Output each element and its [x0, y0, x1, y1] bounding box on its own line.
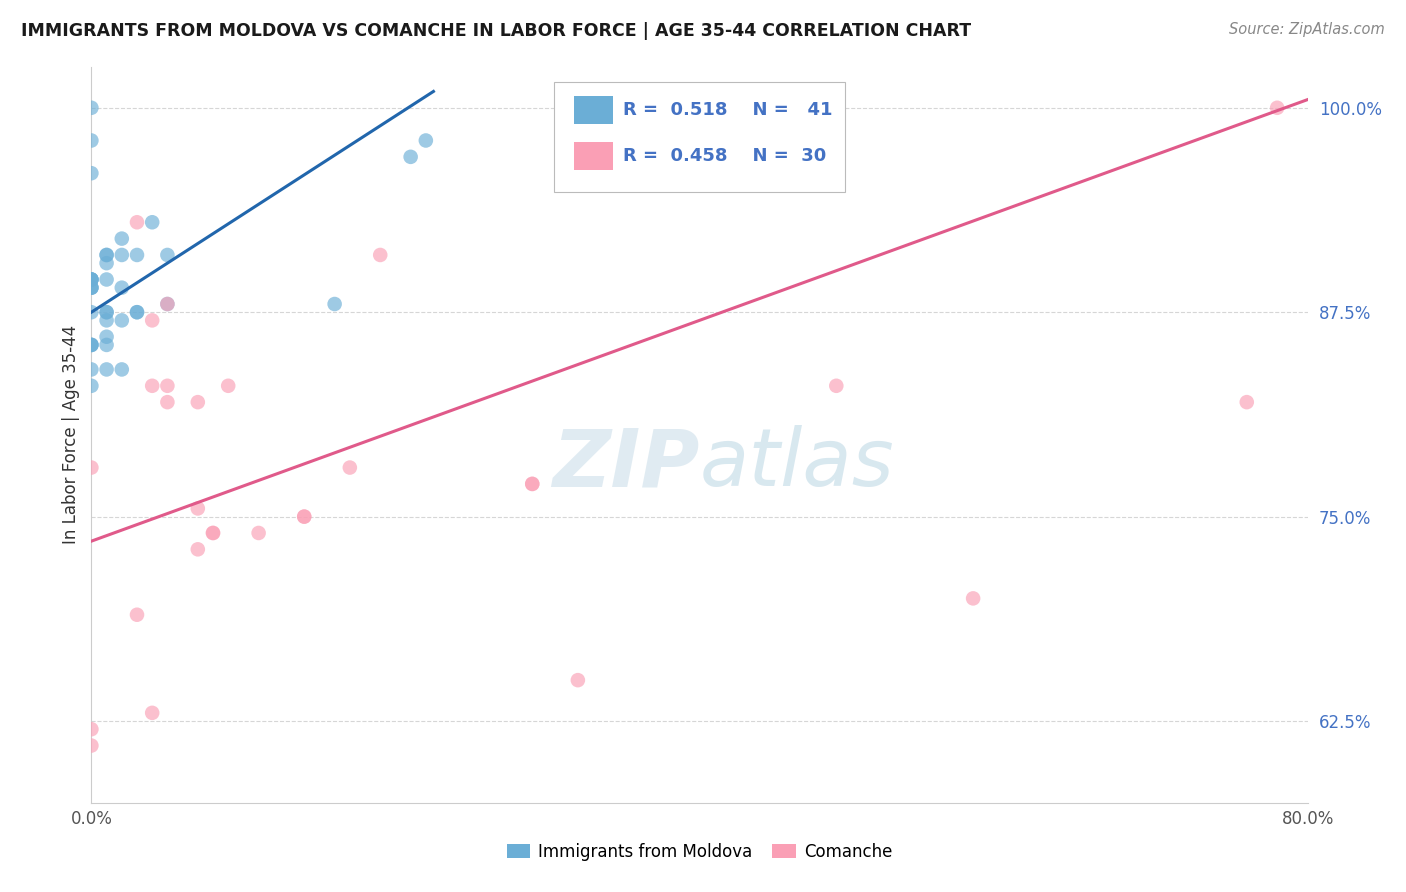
Point — [187, 501, 209, 516]
Point — [80, 305, 103, 319]
Point — [96, 305, 118, 319]
Point — [962, 591, 984, 606]
Point — [217, 378, 239, 392]
Point — [111, 313, 134, 327]
Point — [156, 378, 179, 392]
Point — [125, 215, 148, 229]
Bar — [574, 95, 613, 124]
Point — [111, 231, 134, 245]
Point — [339, 460, 361, 475]
Legend: Immigrants from Moldova, Comanche: Immigrants from Moldova, Comanche — [506, 843, 893, 861]
Point — [80, 280, 103, 294]
Point — [368, 248, 391, 262]
Point — [111, 248, 134, 262]
Text: Source: ZipAtlas.com: Source: ZipAtlas.com — [1229, 22, 1385, 37]
Text: R =  0.458    N =  30: R = 0.458 N = 30 — [623, 147, 827, 165]
Text: R =  0.518    N =   41: R = 0.518 N = 41 — [623, 101, 832, 119]
Point — [567, 673, 589, 687]
Bar — [574, 142, 613, 170]
Point — [80, 133, 103, 147]
Point — [323, 297, 346, 311]
Point — [80, 272, 103, 286]
Point — [156, 248, 179, 262]
Point — [80, 280, 103, 294]
Point — [141, 706, 163, 720]
Point — [125, 607, 148, 622]
Point — [80, 101, 103, 115]
Point — [247, 525, 270, 540]
Point — [522, 476, 544, 491]
FancyBboxPatch shape — [554, 81, 845, 192]
Point — [96, 305, 118, 319]
Point — [96, 329, 118, 343]
Point — [292, 509, 315, 524]
Point — [187, 395, 209, 409]
Point — [96, 248, 118, 262]
Point — [1236, 395, 1258, 409]
Point — [80, 272, 103, 286]
Point — [96, 313, 118, 327]
Point — [80, 166, 103, 180]
Point — [80, 739, 103, 753]
Text: IMMIGRANTS FROM MOLDOVA VS COMANCHE IN LABOR FORCE | AGE 35-44 CORRELATION CHART: IMMIGRANTS FROM MOLDOVA VS COMANCHE IN L… — [21, 22, 972, 40]
Point — [125, 248, 148, 262]
Point — [202, 525, 225, 540]
Point — [96, 362, 118, 376]
Point — [80, 338, 103, 352]
Point — [111, 280, 134, 294]
Point — [80, 362, 103, 376]
Point — [141, 313, 163, 327]
Point — [80, 338, 103, 352]
Text: atlas: atlas — [699, 425, 894, 503]
Point — [80, 338, 103, 352]
Point — [125, 305, 148, 319]
Point — [80, 272, 103, 286]
Point — [156, 297, 179, 311]
Point — [1114, 804, 1136, 818]
Point — [187, 542, 209, 557]
Point — [141, 378, 163, 392]
Point — [399, 150, 422, 164]
Point — [80, 378, 103, 392]
Point — [80, 722, 103, 736]
Point — [415, 133, 437, 147]
Point — [96, 256, 118, 270]
Point — [80, 280, 103, 294]
Point — [141, 215, 163, 229]
Y-axis label: In Labor Force | Age 35-44: In Labor Force | Age 35-44 — [62, 326, 80, 544]
Point — [156, 395, 179, 409]
Point — [522, 476, 544, 491]
Point — [156, 297, 179, 311]
Point — [80, 460, 103, 475]
Point — [125, 305, 148, 319]
Point — [96, 272, 118, 286]
Point — [825, 378, 848, 392]
Point — [292, 509, 315, 524]
Point — [96, 248, 118, 262]
Point — [96, 338, 118, 352]
Point — [1265, 101, 1288, 115]
Text: ZIP: ZIP — [553, 425, 699, 503]
Point — [80, 272, 103, 286]
Point — [111, 362, 134, 376]
Point — [202, 525, 225, 540]
